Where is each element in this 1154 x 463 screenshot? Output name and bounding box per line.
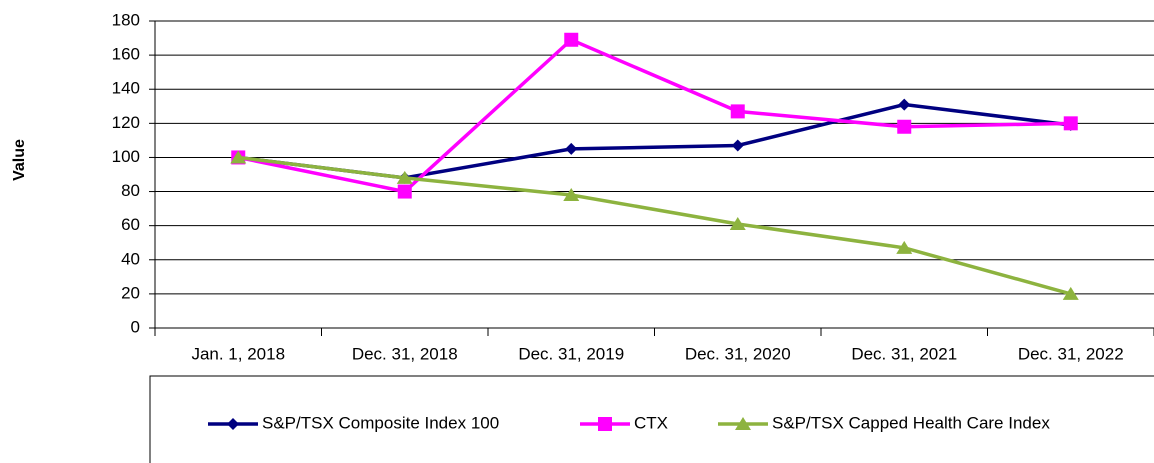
point [230,150,247,164]
y-tick-label: 180 [112,10,140,29]
series-line [238,102,1071,180]
y-tick-label: 20 [121,283,140,302]
x-tick-label: Dec. 31, 2022 [1018,344,1124,363]
x-tick-label: Dec. 31, 2019 [518,344,624,363]
series-line [237,37,1071,194]
point [729,216,746,230]
point [396,170,413,184]
point [563,187,580,201]
y-tick-label: 160 [112,45,140,64]
y-tick-label: 0 [131,317,140,336]
y-tick-label: 40 [121,249,140,268]
y-tick-label: 140 [112,79,140,98]
point [896,240,913,254]
y-tick-label: 60 [121,215,140,234]
legend-label: CTX [634,413,668,432]
point [1062,286,1079,300]
point [898,98,911,111]
point [564,32,579,47]
legend-label: S&P/TSX Composite Index 100 [262,413,499,432]
y-tick-label: 120 [112,113,140,132]
x-tick-label: Dec. 31, 2018 [352,344,458,363]
y-tick-label: 80 [121,181,140,200]
x-tick-label: Dec. 31, 2021 [851,344,957,363]
point [565,142,578,155]
series-line [238,155,1072,296]
legend-box [149,375,1154,463]
point [897,119,912,134]
x-tick-label: Jan. 1, 2018 [191,344,285,363]
point [1063,116,1078,131]
legend-marker [735,417,751,430]
point [731,139,744,152]
y-tick-label: 100 [112,147,140,166]
legend-marker [227,418,239,430]
legend-marker [598,417,612,431]
y-axis-label: Value [11,139,28,181]
x-tick-label: Dec. 31, 2020 [685,344,791,363]
point [730,104,745,119]
legend-label: S&P/TSX Capped Health Care Index [772,413,1050,432]
point [397,184,412,199]
